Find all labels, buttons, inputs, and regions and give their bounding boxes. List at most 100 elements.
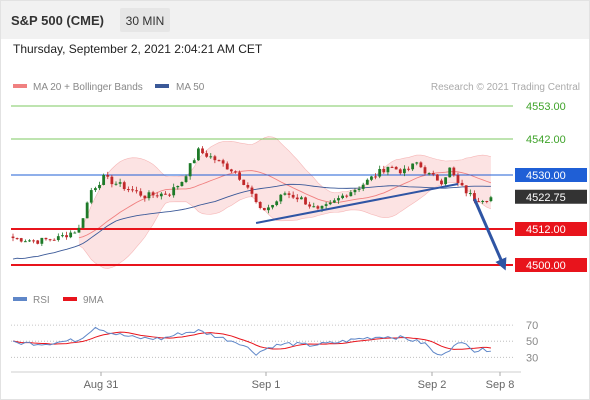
candlesticks xyxy=(11,146,493,247)
candle-body xyxy=(98,184,101,189)
chart-datetime: Thursday, September 2, 2021 2:04:21 AM C… xyxy=(13,42,263,56)
candle-body xyxy=(419,162,423,168)
candle-body xyxy=(52,239,56,241)
candle-body xyxy=(143,195,147,199)
timeframe-badge xyxy=(120,8,170,32)
candle-body xyxy=(365,179,369,185)
candle-body xyxy=(300,197,303,200)
ascending-trendline xyxy=(255,183,459,224)
candle-body xyxy=(110,176,114,185)
time-tick-label: Sep 8 xyxy=(486,379,515,391)
bollinger-band-fill xyxy=(78,136,491,269)
rsi-legend-swatch xyxy=(13,297,27,301)
candle-body xyxy=(73,232,77,234)
timeframe-label: 30 MIN xyxy=(126,14,165,28)
candle-body xyxy=(279,194,283,202)
projection-arrow xyxy=(473,198,507,271)
candle-body xyxy=(102,175,106,185)
candle-body xyxy=(19,238,23,242)
instrument-title: S&P 500 (CME) xyxy=(11,13,104,28)
candle-body xyxy=(427,173,431,175)
candle-body xyxy=(172,187,176,196)
price-levels xyxy=(11,105,513,266)
last-price-tag xyxy=(515,189,587,204)
candle-body xyxy=(452,167,456,176)
candle-body xyxy=(15,238,19,240)
candle-body xyxy=(221,160,225,164)
candle-body xyxy=(337,198,340,201)
time-tick-label: Sep 2 xyxy=(418,379,447,391)
candle-body xyxy=(271,205,274,208)
rsi-tick-label: 50 xyxy=(526,336,538,348)
candle-body xyxy=(159,193,163,197)
candle-body xyxy=(36,240,40,244)
candle-body xyxy=(275,201,279,206)
candle-body xyxy=(23,241,27,243)
candle-body xyxy=(213,156,217,161)
candle-body xyxy=(398,169,402,174)
candle-body xyxy=(374,176,377,178)
candle-body xyxy=(464,185,468,194)
candle-body xyxy=(308,204,312,207)
candle-body xyxy=(423,167,427,174)
candle-body xyxy=(48,239,52,241)
header-bar xyxy=(1,1,589,39)
candle-body xyxy=(229,169,233,172)
candle-body xyxy=(489,197,493,202)
candle-body xyxy=(238,172,241,180)
candle-body xyxy=(411,163,415,170)
candle-body xyxy=(345,195,349,197)
candle-body xyxy=(188,163,192,177)
candle-body xyxy=(81,218,85,228)
rsi-ma-line xyxy=(12,331,491,350)
time-axis: Aug 31 Sep 1 Sep 2 Sep 8 xyxy=(84,372,515,391)
bollinger-upper-band xyxy=(78,136,492,231)
candle-body xyxy=(291,194,295,198)
candle-body xyxy=(312,206,316,208)
candle-body xyxy=(287,193,291,195)
candle-body xyxy=(328,202,332,205)
candle-body xyxy=(481,201,485,203)
candle-body xyxy=(431,173,435,175)
candle-body xyxy=(254,193,258,203)
candle-body xyxy=(353,189,357,193)
level-label-resistance: 4553.00 xyxy=(526,101,566,113)
candle-body xyxy=(168,194,171,196)
candle-body xyxy=(390,166,394,168)
candle-body xyxy=(370,176,373,180)
candle-body xyxy=(415,162,419,164)
level-tag-support xyxy=(515,258,587,272)
candle-body xyxy=(361,184,365,189)
rsi-line xyxy=(12,326,491,356)
candle-body xyxy=(477,201,480,203)
candle-body xyxy=(32,240,35,242)
candle-body xyxy=(94,188,97,191)
candle-body xyxy=(201,148,204,154)
candle-body xyxy=(349,192,353,197)
level-label-resistance: 4542.00 xyxy=(526,134,566,146)
candle-body xyxy=(44,237,48,240)
trend-analysis xyxy=(255,183,507,271)
rsi-tick-label: 30 xyxy=(526,352,538,364)
candle-body xyxy=(209,156,213,158)
candle-body xyxy=(440,180,443,185)
candle-body xyxy=(246,184,250,188)
candle-body xyxy=(324,204,328,206)
time-tick-label: Aug 31 xyxy=(84,379,119,391)
candle-body xyxy=(407,168,410,170)
candle-body xyxy=(205,153,209,157)
rsi-panel: 70 50 30 xyxy=(11,320,538,364)
candle-body xyxy=(316,206,320,209)
level-label-support: 4500.00 xyxy=(526,260,566,272)
candle-body xyxy=(147,192,151,199)
candle-body xyxy=(164,193,167,195)
candle-body xyxy=(435,174,439,181)
candle-body xyxy=(382,168,386,173)
candle-body xyxy=(180,181,184,186)
candle-body xyxy=(77,227,81,233)
candle-body xyxy=(403,168,406,174)
candle-body xyxy=(126,189,130,191)
candle-body xyxy=(40,237,44,244)
